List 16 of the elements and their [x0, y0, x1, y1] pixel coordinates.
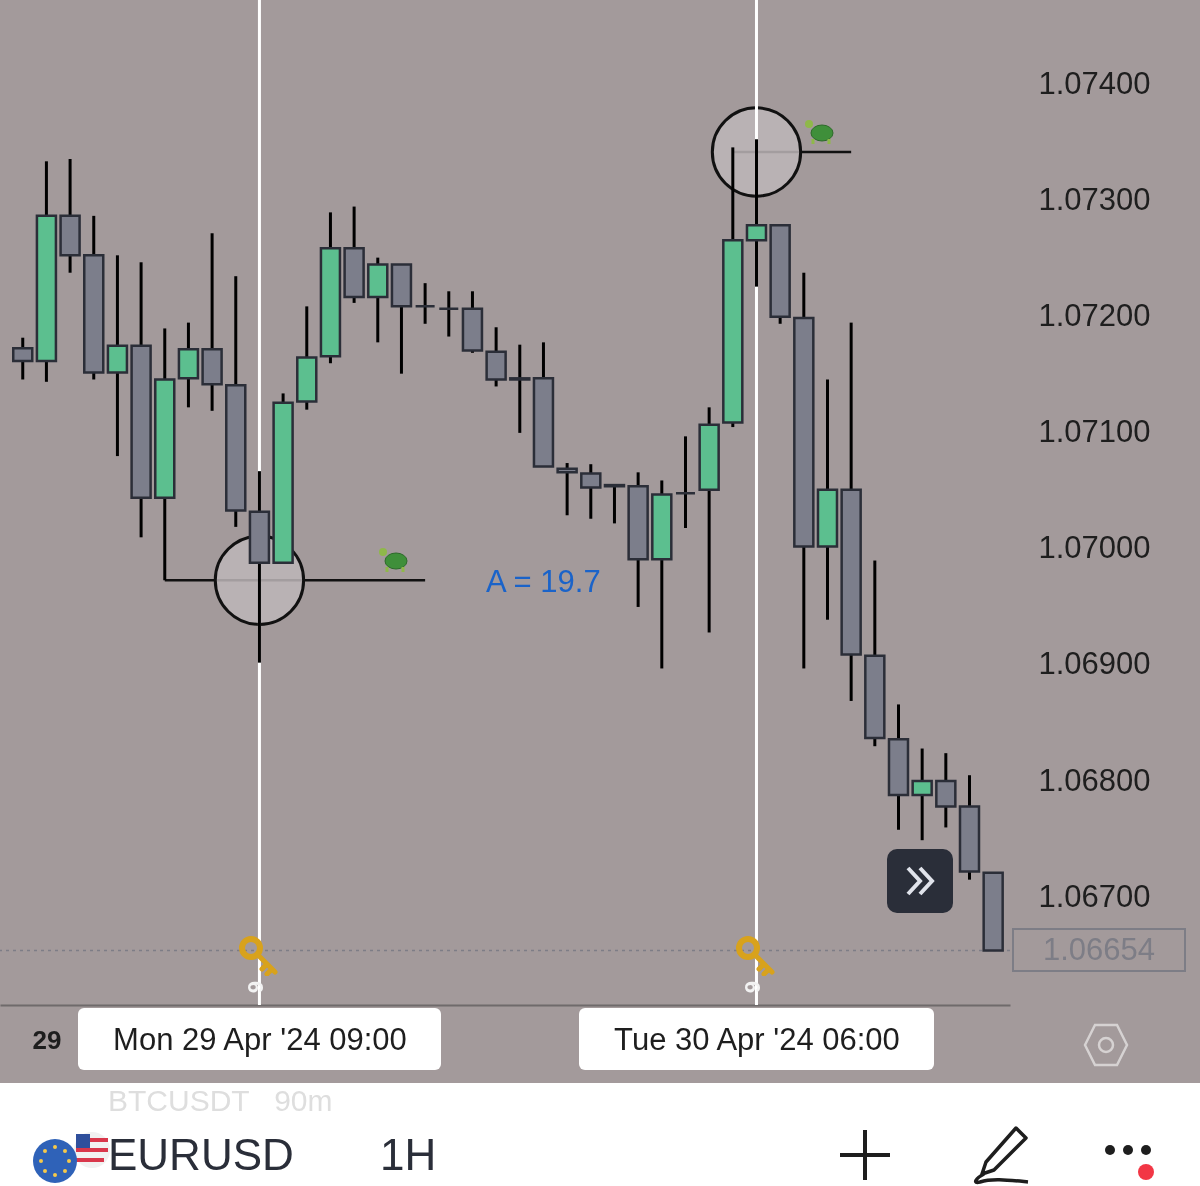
annotation: A = 19.7 — [486, 564, 601, 600]
y-tick-label: 1.07000 — [1038, 530, 1151, 566]
y-tick-label: 1.07300 — [1038, 182, 1151, 218]
y-tick-label: 1.06700 — [1038, 878, 1151, 914]
y-tick-label: 1.06800 — [1038, 762, 1151, 798]
x-tick-label: Tue 30 Apr '24 06:00 — [614, 1021, 900, 1057]
text: EURUSD — [108, 1130, 294, 1180]
annotation: 6 — [739, 980, 766, 994]
text: 1H — [380, 1130, 437, 1180]
y-tick-label: 1.07400 — [1038, 66, 1151, 102]
y-tick-label: 1.07200 — [1038, 298, 1151, 334]
annotation: 6 — [242, 980, 269, 994]
y-tick-label: 1.06900 — [1038, 646, 1151, 682]
x-tick-label: Mon 29 Apr '24 09:00 — [113, 1021, 407, 1057]
y-tick-label: 1.07100 — [1038, 414, 1151, 450]
x-tick-label: 29 — [32, 1024, 62, 1055]
